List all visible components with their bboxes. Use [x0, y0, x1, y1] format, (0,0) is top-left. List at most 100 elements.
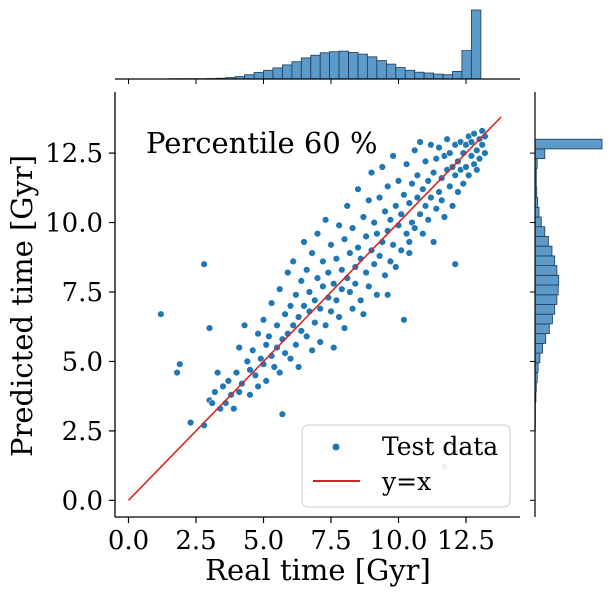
top-histogram-bar — [395, 67, 406, 80]
scatter-point — [465, 171, 473, 180]
scatter-point — [367, 168, 376, 177]
scatter-point — [394, 177, 403, 185]
scatter-point — [381, 271, 389, 279]
x-tick-label: 12.5 — [437, 526, 495, 556]
scatter-point — [294, 313, 303, 321]
scatter-point — [429, 238, 438, 246]
top-histogram-bar — [376, 60, 387, 80]
scatter-point — [270, 363, 278, 371]
scatter-point — [354, 243, 362, 252]
right-histogram-bar — [534, 255, 556, 266]
scatter-point — [354, 185, 362, 193]
scatter-point — [467, 138, 476, 146]
right-histogram-bar — [534, 138, 603, 150]
scatter-point — [413, 193, 422, 202]
scatter-point — [443, 135, 451, 143]
scatter-point — [311, 318, 319, 327]
scatter-point — [478, 141, 486, 149]
scatter-point — [392, 263, 400, 271]
scatter-point — [316, 305, 324, 313]
scatter-point — [330, 280, 338, 288]
scatter-point — [402, 160, 411, 168]
scatter-point — [440, 213, 449, 221]
scatter-point — [246, 366, 254, 374]
scatter-point — [362, 268, 370, 277]
scatter-point — [254, 330, 262, 338]
scatter-point — [327, 241, 335, 249]
scatter-point — [303, 332, 311, 341]
scatter-point — [451, 260, 459, 268]
scatter-point — [402, 230, 411, 238]
scatter-point — [313, 230, 322, 238]
scatter-point — [384, 182, 392, 191]
scatter-point — [286, 302, 295, 310]
scatter-point — [424, 177, 432, 185]
scatter-point — [303, 266, 311, 274]
scatter-point — [340, 324, 349, 332]
scatter-point — [254, 382, 262, 391]
scatter-point — [362, 232, 370, 241]
scatter-point — [313, 274, 322, 282]
y-equals-x-line — [127, 116, 502, 501]
scatter-point — [435, 188, 443, 196]
scatter-point — [267, 299, 276, 307]
scatter-point — [338, 266, 346, 274]
top-histogram-bar — [272, 67, 283, 80]
right-histogram-bar — [534, 148, 546, 159]
scatter-point — [373, 230, 381, 238]
scatter-point — [232, 368, 241, 377]
y-tick-label: 0.0 — [62, 486, 103, 516]
main-scatter-panel: 0.0 2.5 5.0 7.5 10.0 12.5 0.0 2.5 5.0 7.5 10.0 12.… — [45, 92, 520, 556]
scatter-point — [324, 268, 332, 277]
scatter-point — [438, 196, 446, 205]
scatter-point — [289, 257, 297, 266]
percentile-annotation: Percentile 60 % — [146, 126, 378, 160]
legend: Test data y=x — [301, 424, 511, 508]
scatter-point — [421, 202, 430, 210]
top-histogram-bar — [310, 54, 321, 80]
scatter-point — [400, 191, 408, 199]
scatter-point — [454, 188, 462, 196]
scatter-point — [416, 210, 424, 218]
scatter-point — [249, 346, 257, 354]
scatter-point — [340, 235, 349, 243]
scatter-point — [308, 346, 316, 354]
scatter-point — [389, 152, 397, 160]
right-histogram-bar — [534, 274, 560, 286]
scatter-point — [284, 268, 292, 277]
scatter-point — [416, 138, 424, 146]
scatter-point — [338, 285, 346, 293]
top-histogram-bar — [433, 73, 444, 80]
scatter-point — [370, 260, 378, 268]
scatter-point — [473, 166, 481, 174]
scatter-point — [292, 341, 300, 349]
legend-label-test-data: Test data — [382, 432, 498, 461]
scatter-point — [429, 168, 438, 177]
top-histogram-bar — [423, 72, 435, 80]
scatter-point — [421, 157, 430, 166]
scatter-point — [451, 171, 459, 180]
right-histogram-bar — [534, 216, 542, 228]
scatter-point — [300, 238, 308, 246]
scatter-point — [200, 260, 208, 268]
scatter-point — [397, 210, 405, 218]
scatter-point — [278, 410, 287, 418]
scatter-point — [305, 288, 314, 296]
scatter-point — [446, 182, 454, 191]
top-marginal-histogram — [115, 9, 520, 84]
x-tick-label: 10.0 — [370, 526, 428, 556]
top-histogram-bar — [414, 71, 425, 80]
scatter-point — [357, 296, 365, 304]
scatter-point — [432, 205, 440, 213]
scatter-point — [235, 343, 243, 352]
scatter-point — [208, 399, 216, 407]
scatter-point — [259, 316, 268, 324]
scatter-point — [157, 310, 165, 318]
y-tick-labels: 0.0 2.5 5.0 7.5 10.0 12.5 — [45, 139, 115, 516]
axes — [114, 92, 520, 518]
right-histogram-bar — [534, 284, 559, 296]
x-tick-label: 5.0 — [243, 526, 284, 556]
scatter-point — [213, 368, 222, 377]
top-histogram-bar — [461, 50, 472, 80]
